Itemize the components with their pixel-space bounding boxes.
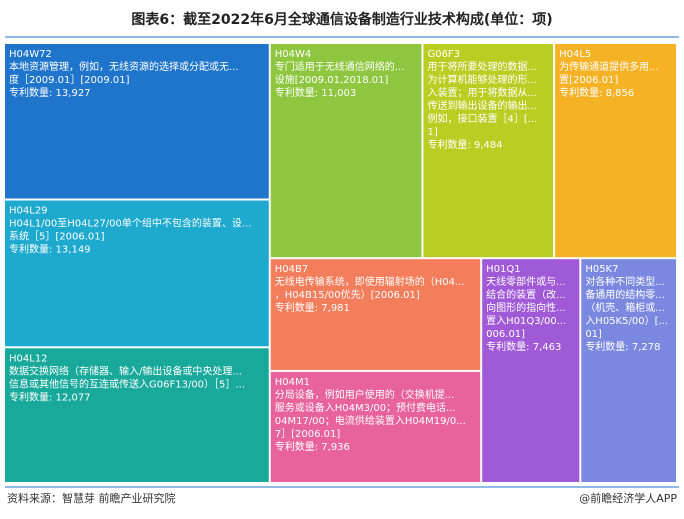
treemap-cell [270, 44, 422, 258]
cell-description: 入H05K5/00）[... [585, 315, 668, 327]
cell-code: H05K7 [585, 264, 618, 275]
cell-value-label: 专利数量: 7,278 [585, 340, 660, 353]
cell-description: 无线电传输系统，即使用辐射场的（H04... [275, 275, 465, 288]
cell-description: 006.01] [486, 329, 525, 340]
cell-value-label: 专利数量: 7,936 [275, 440, 350, 453]
cell-value-label: 专利数量: 13,149 [9, 243, 91, 256]
cell-description: 01] [585, 329, 602, 340]
cell-description: 入装置；用于将数据从... [427, 86, 537, 99]
cell-code: H04L12 [9, 353, 48, 364]
cell-code: G06F3 [427, 49, 460, 60]
cell-value-label: 专利数量: 7,463 [486, 340, 561, 353]
cell-description: 专门适用于无线通信网络的... [275, 60, 405, 73]
cell-description: 分局设备，例如用户使用的（交换机提... [275, 388, 455, 401]
cell-description: 备通用的结构零... [585, 288, 665, 301]
cell-value-label: 专利数量: 7,981 [275, 301, 350, 314]
cell-description: 传送到输出设备的输出... [427, 99, 537, 112]
cell-code: H04B7 [275, 264, 308, 275]
treemap-cell [5, 348, 269, 482]
cell-description: 本地资源管理，例如，无线资源的选择或分配或无... [9, 60, 239, 73]
treemap-cell [5, 44, 269, 199]
cell-code: H04L29 [9, 206, 48, 217]
cell-value-label: 专利数量: 12,077 [9, 390, 91, 403]
treemap-cell [5, 200, 269, 347]
cell-description: 例如，接口装置［4］[... [427, 112, 537, 125]
cell-description: 服务或设备入H04M3/00；预付费电话... [275, 401, 456, 414]
cell-description: 度［2009.01］[2009.01] [9, 73, 130, 86]
cell-description: 用于将所要处理的数据... [427, 60, 537, 73]
credit: @前瞻经济学人APP [579, 491, 677, 505]
cell-description: H04L1/00至H04L27/00单个组中不包含的装置、设... [9, 217, 251, 230]
cell-description: 设施[2009.01,2018.01] [275, 73, 389, 86]
treemap-cell [555, 44, 676, 258]
cell-code: H04W4 [275, 49, 312, 60]
cell-description: ，H04B15/00优先）[2006.01] [275, 288, 420, 301]
cell-description: 04M17/00；电流供给装置入H04M19/0... [275, 414, 466, 427]
cell-description: 为传输通道提供多用... [559, 60, 659, 73]
cell-description: 置[2006.01] [559, 74, 618, 86]
cell-value-label: 专利数量: 11,003 [275, 86, 357, 99]
treemap-cell [270, 371, 481, 482]
cell-description: 信息或其他信号的互连或传送入G06F13/00）［5］... [9, 377, 245, 390]
cell-description: 7］[2006.01] [275, 428, 341, 440]
cell-description: 为计算机能够处理的形... [427, 73, 537, 86]
cell-description: 数据交换网络（存储器、输入/输出设备或中央处理... [9, 364, 242, 377]
cell-code: H01Q1 [486, 264, 520, 275]
chart-title: 图表6：截至2022年6月全球通信设备制造行业技术构成(单位：项) [131, 11, 552, 28]
cell-code: H04L5 [559, 49, 591, 60]
cell-code: H04W72 [9, 49, 52, 60]
treemap-cell [581, 259, 676, 482]
treemap-cell [423, 44, 554, 258]
cell-description: 对各种不同类型... [585, 275, 665, 288]
cell-value-label: 专利数量: 13,927 [9, 86, 91, 99]
cell-description: 结合的装置（改... [486, 288, 566, 301]
cell-value-label: 专利数量: 9,484 [427, 138, 502, 151]
treemap-cell [482, 259, 580, 482]
cell-description: 置入H01Q3/00... [486, 315, 566, 327]
cell-code: H04M1 [275, 377, 310, 388]
cell-description: 系统［5］[2006.01] [9, 230, 105, 243]
cell-description: 天线零部件或与... [486, 275, 566, 288]
treemap-cell [270, 259, 481, 370]
source: 资料来源：智慧芽 前瞻产业研究院 [7, 491, 176, 505]
cell-description: （机壳、箱柜或... [585, 301, 665, 314]
cell-description: 向图形的指向性... [486, 301, 566, 314]
cell-description: 1] [427, 127, 437, 138]
cell-value-label: 专利数量: 8,856 [559, 86, 634, 99]
